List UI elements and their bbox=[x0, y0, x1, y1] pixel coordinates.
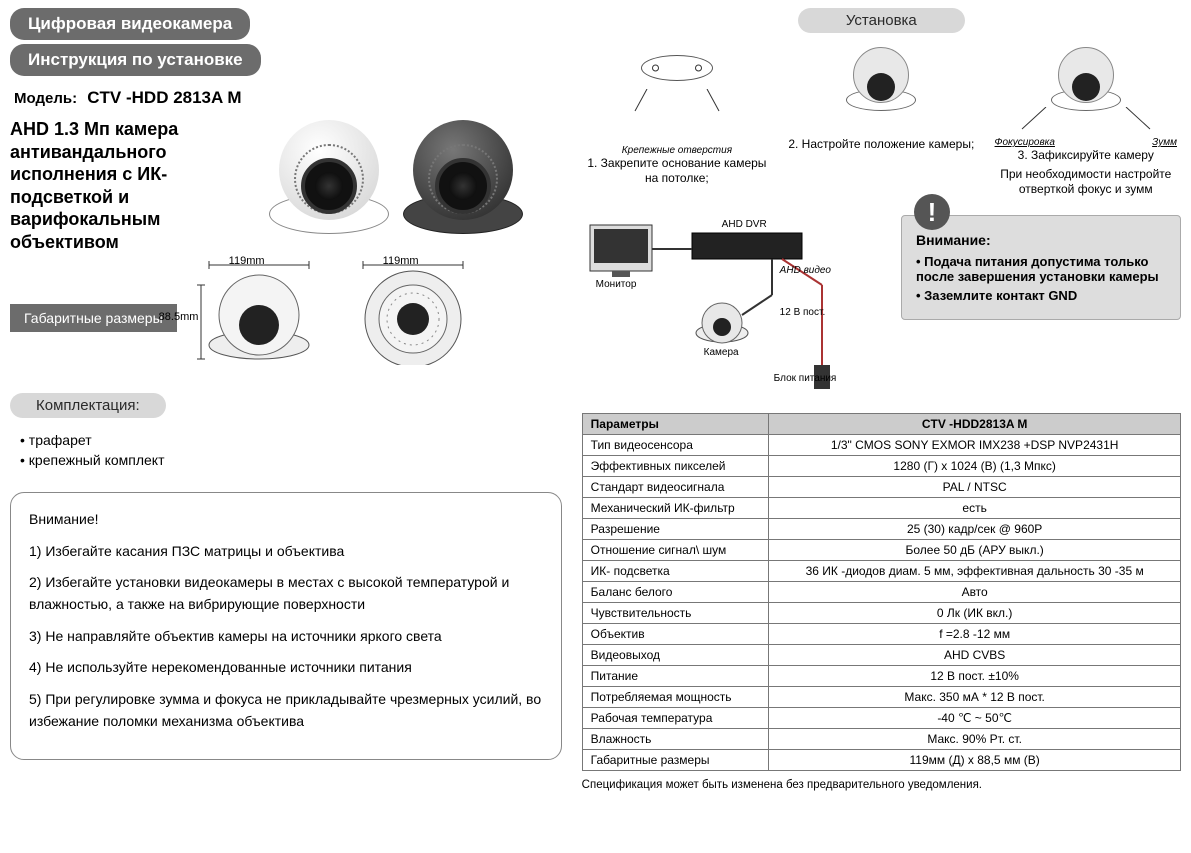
spec-value: 119мм (Д) x 88,5 мм (В) bbox=[769, 750, 1181, 771]
camera-image-dark bbox=[403, 124, 523, 234]
spec-col-model: CTV -HDD2813A M bbox=[769, 414, 1181, 435]
caution-item: 2) Избегайте установки видеокамеры в мес… bbox=[29, 572, 543, 615]
spec-param: Объектив bbox=[582, 624, 769, 645]
spec-value: Макс. 350 мА * 12 В пост. bbox=[769, 687, 1181, 708]
spec-param: Потребляемая мощность bbox=[582, 687, 769, 708]
spec-param: Разрешение bbox=[582, 519, 769, 540]
step3-sub-left: Фокусировка bbox=[995, 137, 1055, 148]
alert-title: Внимание: bbox=[916, 232, 1166, 248]
wiring-power-label: 12 В пост. bbox=[780, 307, 826, 318]
spec-param: Видеовыход bbox=[582, 645, 769, 666]
spec-value: f =2.8 -12 мм bbox=[769, 624, 1181, 645]
caution-item: 4) Не используйте нерекомендованные исто… bbox=[29, 657, 543, 679]
spec-value: 12 В пост. ±10% bbox=[769, 666, 1181, 687]
spec-value: AHD CVBS bbox=[769, 645, 1181, 666]
wiring-camera-label: Камера bbox=[704, 347, 739, 358]
dim-front-drawing bbox=[349, 255, 479, 365]
spec-value: Авто bbox=[769, 582, 1181, 603]
spec-param: Стандарт видеосигнала bbox=[582, 477, 769, 498]
hero-description: AHD 1.3 Мп камера антивандального исполн… bbox=[10, 118, 231, 253]
header-title-1: Цифровая видеокамера bbox=[10, 8, 250, 40]
alert-icon: ! bbox=[914, 194, 950, 230]
spec-value: Макс. 90% Рт. ст. bbox=[769, 729, 1181, 750]
model-value: CTV -HDD 2813A M bbox=[87, 88, 241, 107]
dim-height: 88.5mm bbox=[159, 311, 199, 323]
spec-param: Питание bbox=[582, 666, 769, 687]
spec-param: ИК- подсветка bbox=[582, 561, 769, 582]
caution-item: 5) При регулировке зумма и фокуса не при… bbox=[29, 689, 543, 732]
spec-param: Эффективных пикселей bbox=[582, 456, 769, 477]
spec-value: есть bbox=[769, 498, 1181, 519]
spec-param: Тип видеосенсора bbox=[582, 435, 769, 456]
install-title: Установка bbox=[798, 8, 965, 33]
step3-caption: 3. Зафиксируйте камеру bbox=[991, 148, 1181, 163]
alert-item: Заземлите контакт GND bbox=[916, 288, 1166, 303]
kit-item: крепежный комплект bbox=[20, 452, 562, 468]
dim-width-2: 119mm bbox=[383, 255, 419, 267]
spec-param: Механический ИК-фильтр bbox=[582, 498, 769, 519]
spec-footnote: Спецификация может быть изменена без пре… bbox=[582, 779, 1181, 791]
wiring-diagram: Монитор AHD DVR AHD видео 12 В пост. Кам… bbox=[582, 215, 883, 395]
spec-param: Чувствительность bbox=[582, 603, 769, 624]
spec-param: Баланс белого bbox=[582, 582, 769, 603]
dim-side-drawing bbox=[195, 255, 325, 365]
spec-value: Более 50 дБ (АРУ выкл.) bbox=[769, 540, 1181, 561]
install-step-1: Крепежные отверстия 1. Закрепите основан… bbox=[582, 47, 772, 197]
spec-param: Отношение сигнал\ шум bbox=[582, 540, 769, 561]
spec-value: 36 ИК -диодов диам. 5 мм, эффективная да… bbox=[769, 561, 1181, 582]
alert-item: Подача питания допустима только после за… bbox=[916, 254, 1166, 284]
spec-value: 25 (30) кадр/сек @ 960P bbox=[769, 519, 1181, 540]
model-line: Модель: CTV -HDD 2813A M bbox=[14, 88, 562, 108]
spec-value: PAL / NTSC bbox=[769, 477, 1181, 498]
step2-caption: 2. Настройте положение камеры; bbox=[786, 137, 976, 152]
dim-width-1: 119mm bbox=[229, 255, 265, 267]
step1-sublabel: Крепежные отверстия bbox=[582, 145, 772, 156]
spec-col-param: Параметры bbox=[582, 414, 769, 435]
caution-item: 1) Избегайте касания ПЗС матрицы и объек… bbox=[29, 541, 543, 563]
product-images bbox=[231, 118, 562, 234]
caution-box: Внимание! 1) Избегайте касания ПЗС матри… bbox=[10, 492, 562, 760]
wiring-psu-label: Блок питания bbox=[774, 373, 837, 384]
spec-param: Рабочая температура bbox=[582, 708, 769, 729]
camera-image-white bbox=[269, 124, 389, 234]
spec-value: 1280 (Г) x 1024 (В) (1,3 Мпкс) bbox=[769, 456, 1181, 477]
install-steps: Крепежные отверстия 1. Закрепите основан… bbox=[582, 47, 1181, 197]
spec-param: Габаритные размеры bbox=[582, 750, 769, 771]
wiring-dvr-label: AHD DVR bbox=[722, 219, 767, 230]
caution-title: Внимание! bbox=[29, 509, 543, 531]
spec-value: 0 Лк (ИК вкл.) bbox=[769, 603, 1181, 624]
model-label: Модель: bbox=[14, 90, 77, 107]
dimensions-diagram: 119mm 88.5mm 119mm bbox=[195, 249, 479, 369]
spec-param: Влажность bbox=[582, 729, 769, 750]
dimensions-title: Габаритные размеры bbox=[10, 304, 177, 332]
kit-item: трафарет bbox=[20, 432, 562, 448]
install-step-2: 2. Настройте положение камеры; bbox=[786, 47, 976, 197]
spec-value: 1/3" CMOS SONY EXMOR IMX238 +DSP NVP2431… bbox=[769, 435, 1181, 456]
step3-sub-right: Зумм bbox=[1152, 137, 1177, 148]
step1-caption: 1. Закрепите основание камеры на потолке… bbox=[582, 156, 772, 186]
wiring-monitor-label: Монитор bbox=[596, 279, 637, 290]
caution-item: 3) Не направляйте объектив камеры на ист… bbox=[29, 626, 543, 648]
spec-value: -40 ℃ ~ 50℃ bbox=[769, 708, 1181, 729]
spec-table: Параметры CTV -HDD2813A M Тип видеосенсо… bbox=[582, 413, 1181, 771]
install-step-3: Фокусировка Зумм 3. Зафиксируйте камеру … bbox=[991, 47, 1181, 197]
kit-list: трафарет крепежный комплект bbox=[20, 432, 562, 468]
alert-box: ! Внимание: Подача питания допустима тол… bbox=[901, 215, 1181, 320]
wiring-video-label: AHD видео bbox=[780, 265, 831, 276]
header-title-2: Инструкция по установке bbox=[10, 44, 261, 76]
kit-title: Комплектация: bbox=[10, 393, 166, 418]
step3-note: При необходимости настройте отверткой фо… bbox=[991, 167, 1181, 197]
